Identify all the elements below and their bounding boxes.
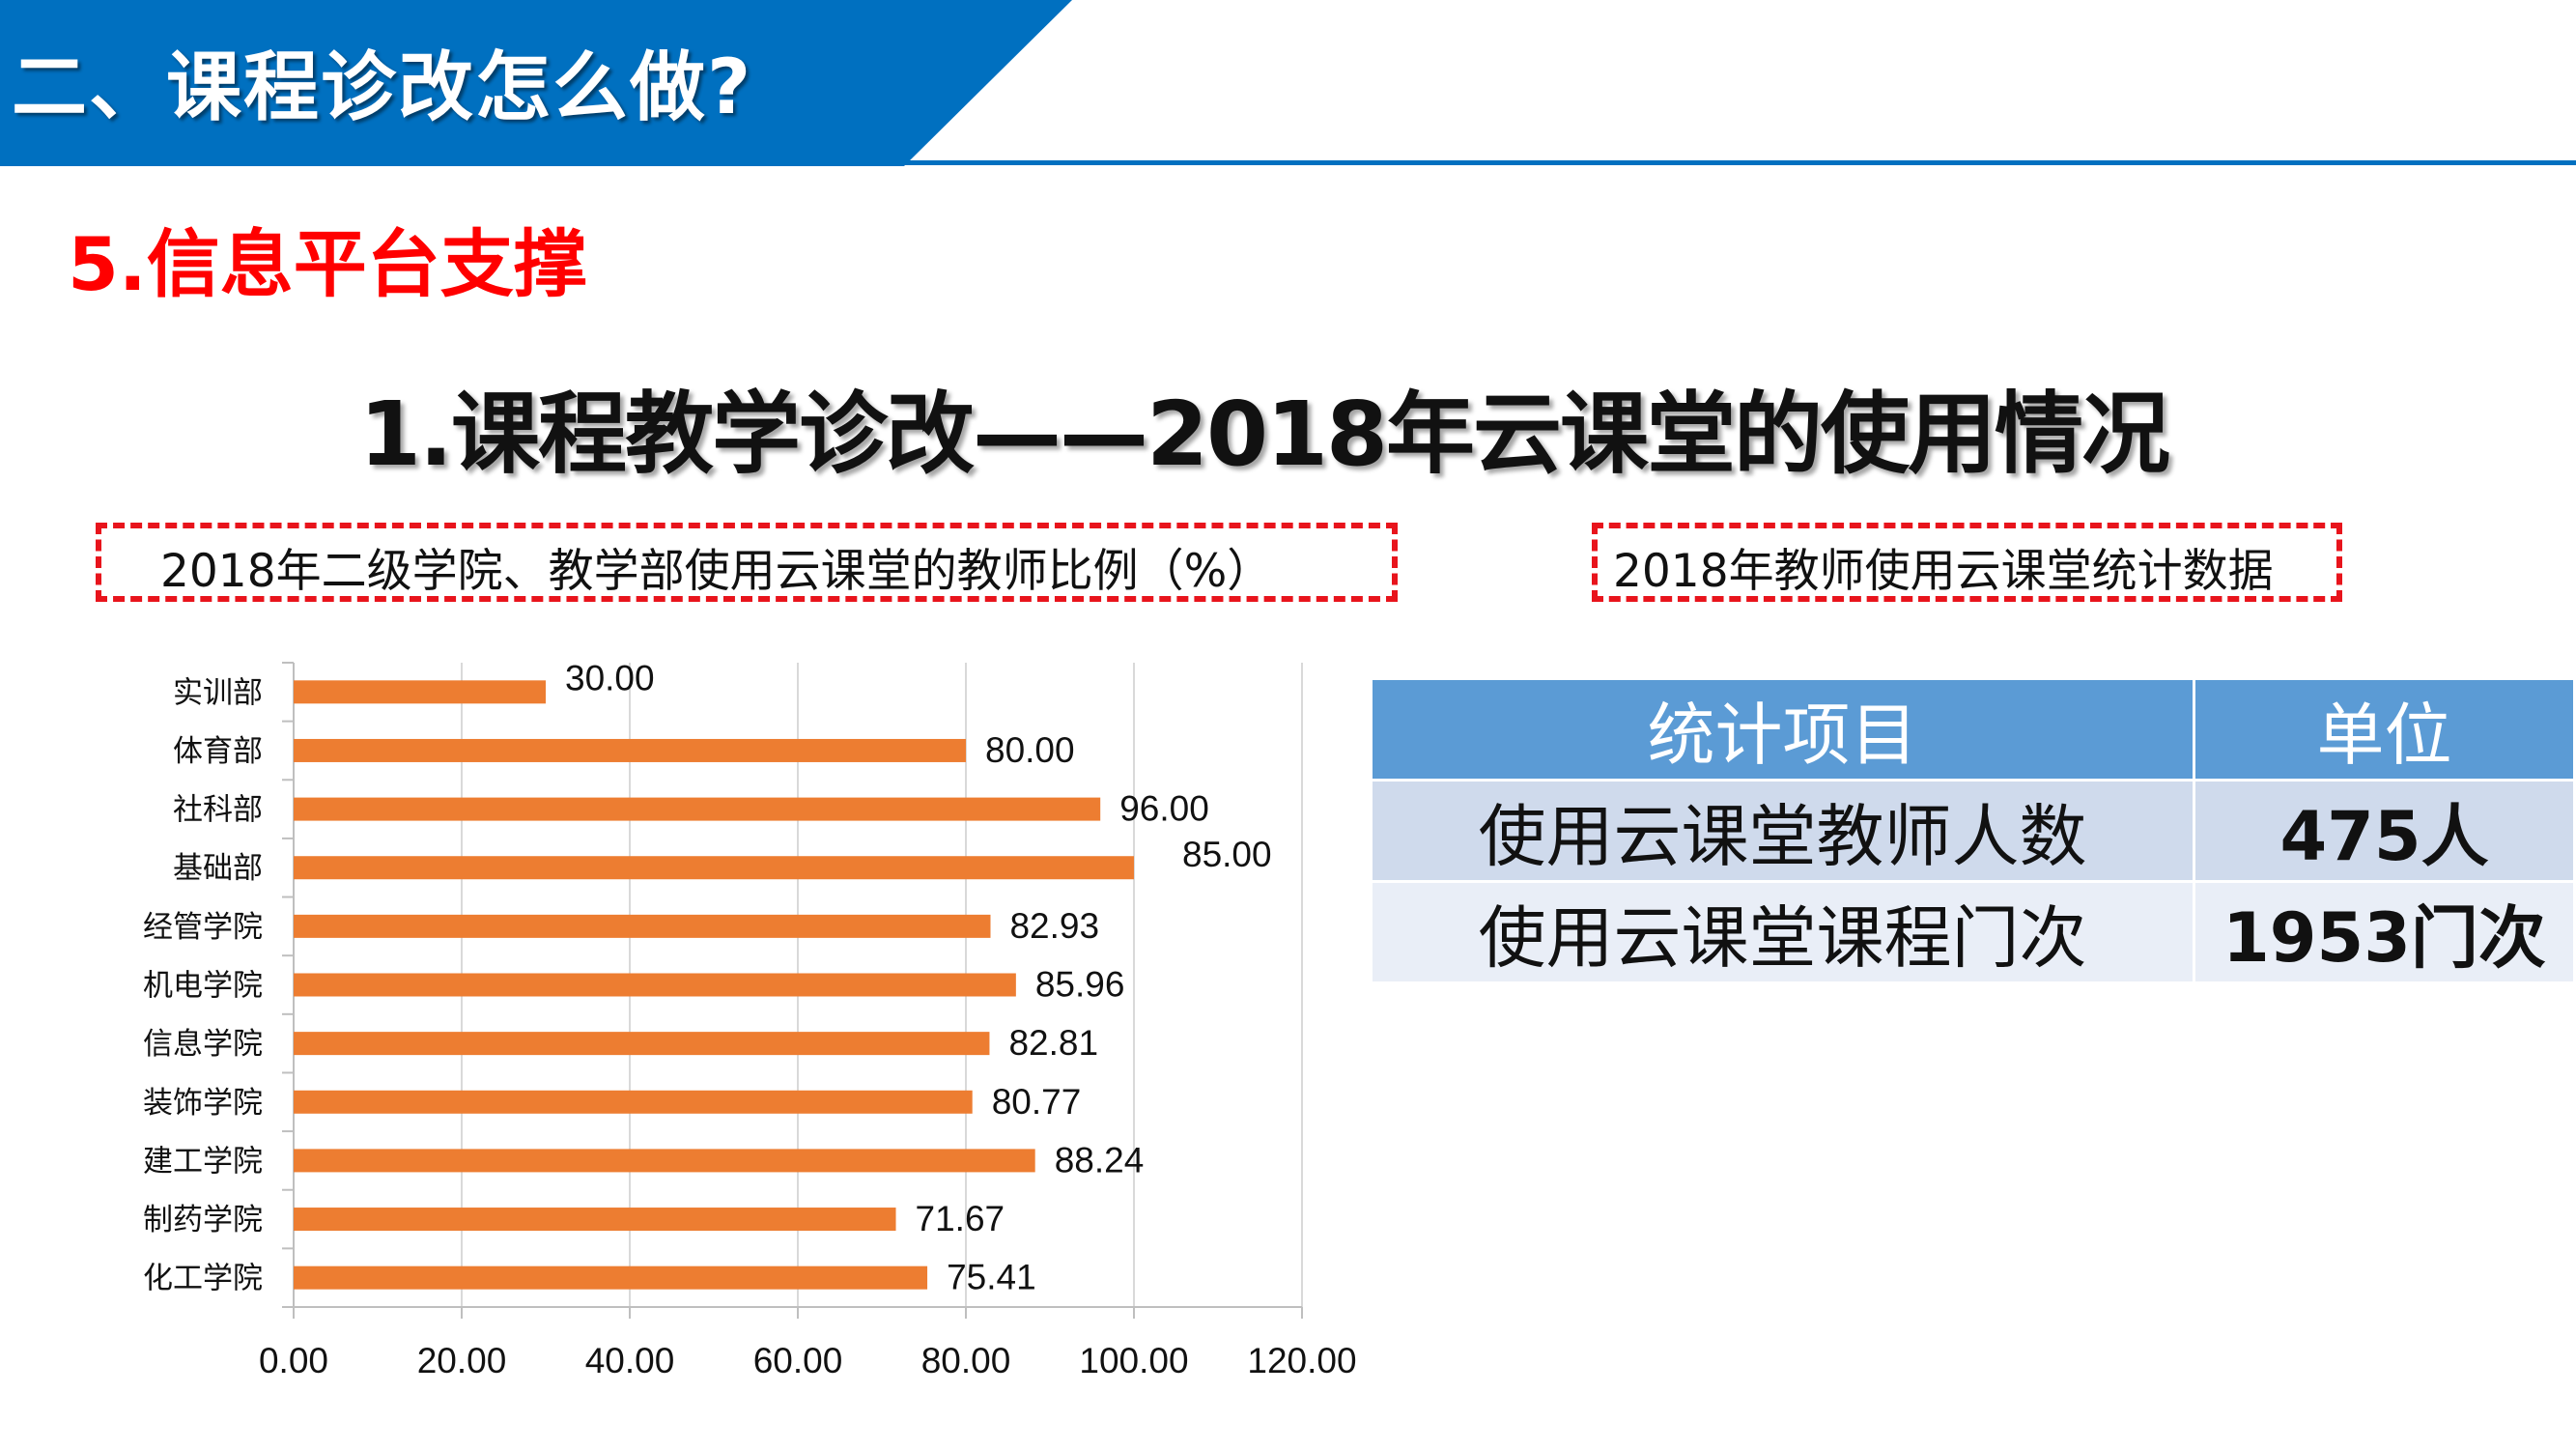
data-label: 30.00 [565, 658, 655, 697]
x-tick-label: 40.00 [585, 1341, 675, 1380]
bar [294, 856, 1134, 880]
data-label: 85.96 [1035, 965, 1125, 1005]
category-label: 实训部 [173, 675, 263, 710]
chart-caption-box [96, 523, 1398, 602]
category-label: 化工学院 [143, 1262, 263, 1296]
bar [294, 1149, 1035, 1173]
row-value: 1953门次 [2193, 880, 2576, 984]
bar [294, 973, 1016, 997]
data-label: 80.00 [985, 730, 1075, 770]
row-value: 475人 [2193, 779, 2576, 883]
category-label: 建工学院 [143, 1144, 263, 1179]
bar [294, 680, 546, 704]
data-label: 85.00 [1182, 835, 1272, 874]
category-label: 装饰学院 [143, 1086, 263, 1121]
page-title: 1.课程教学诊改——2018年云课堂的使用情况 [359, 383, 2170, 486]
bar [294, 1032, 990, 1056]
bar [294, 1208, 896, 1232]
data-label: 96.00 [1119, 789, 1209, 829]
category-label: 经管学院 [143, 910, 263, 945]
section-title: 5.信息平台支撑 [68, 221, 587, 307]
x-tick-label: 120.00 [1247, 1341, 1356, 1380]
bar [294, 738, 966, 762]
category-label: 信息学院 [143, 1027, 263, 1062]
data-label: 71.67 [916, 1199, 1005, 1238]
chart-caption: 2018年二级学院、教学部使用云课堂的教师比例（%） [160, 545, 1273, 598]
bar [294, 1265, 928, 1290]
x-tick-label: 100.00 [1079, 1341, 1188, 1380]
bar [294, 1090, 973, 1114]
category-label: 制药学院 [143, 1203, 263, 1237]
data-label: 75.41 [947, 1258, 1036, 1297]
data-label: 82.81 [1008, 1023, 1098, 1063]
row-label: 使用云课堂教师人数 [1369, 779, 2196, 883]
header-cell-unit: 单位 [2193, 677, 2576, 782]
category-label: 体育部 [173, 734, 263, 769]
stats-table: 统计项目 单位 使用云课堂教师人数 475人 使用云课堂课程门次 1953门次 [1369, 677, 2576, 984]
table-row: 使用云课堂课程门次 1953门次 [1369, 880, 2576, 984]
bar [294, 797, 1101, 821]
table-header-row: 统计项目 单位 [1369, 677, 2576, 782]
data-label: 82.93 [1009, 906, 1099, 946]
header-divider [898, 160, 2576, 165]
data-label: 88.24 [1055, 1140, 1145, 1180]
table-caption: 2018年教师使用云课堂统计数据 [1613, 545, 2274, 598]
header-title: 二、课程诊改怎么做? [12, 44, 753, 131]
bar-chart: 0.00 20.00 40.00 60.00 80.00 100.00 120.00 实训部 3… [143, 658, 1357, 1380]
x-tick-label: 0.00 [259, 1341, 328, 1380]
category-label: 基础部 [173, 851, 263, 886]
table-row: 使用云课堂教师人数 475人 [1369, 779, 2576, 883]
x-tick-label: 20.00 [417, 1341, 507, 1380]
header-banner [0, 0, 1072, 166]
table-caption-box [1592, 523, 2342, 602]
x-tick-label: 60.00 [753, 1341, 843, 1380]
category-label: 机电学院 [143, 969, 263, 1004]
bar [294, 914, 991, 938]
row-label: 使用云课堂课程门次 [1369, 880, 2196, 984]
header-cell-item: 统计项目 [1369, 677, 2196, 782]
data-label: 80.77 [992, 1082, 1082, 1122]
x-tick-label: 80.00 [921, 1341, 1011, 1380]
category-label: 社科部 [173, 793, 263, 828]
